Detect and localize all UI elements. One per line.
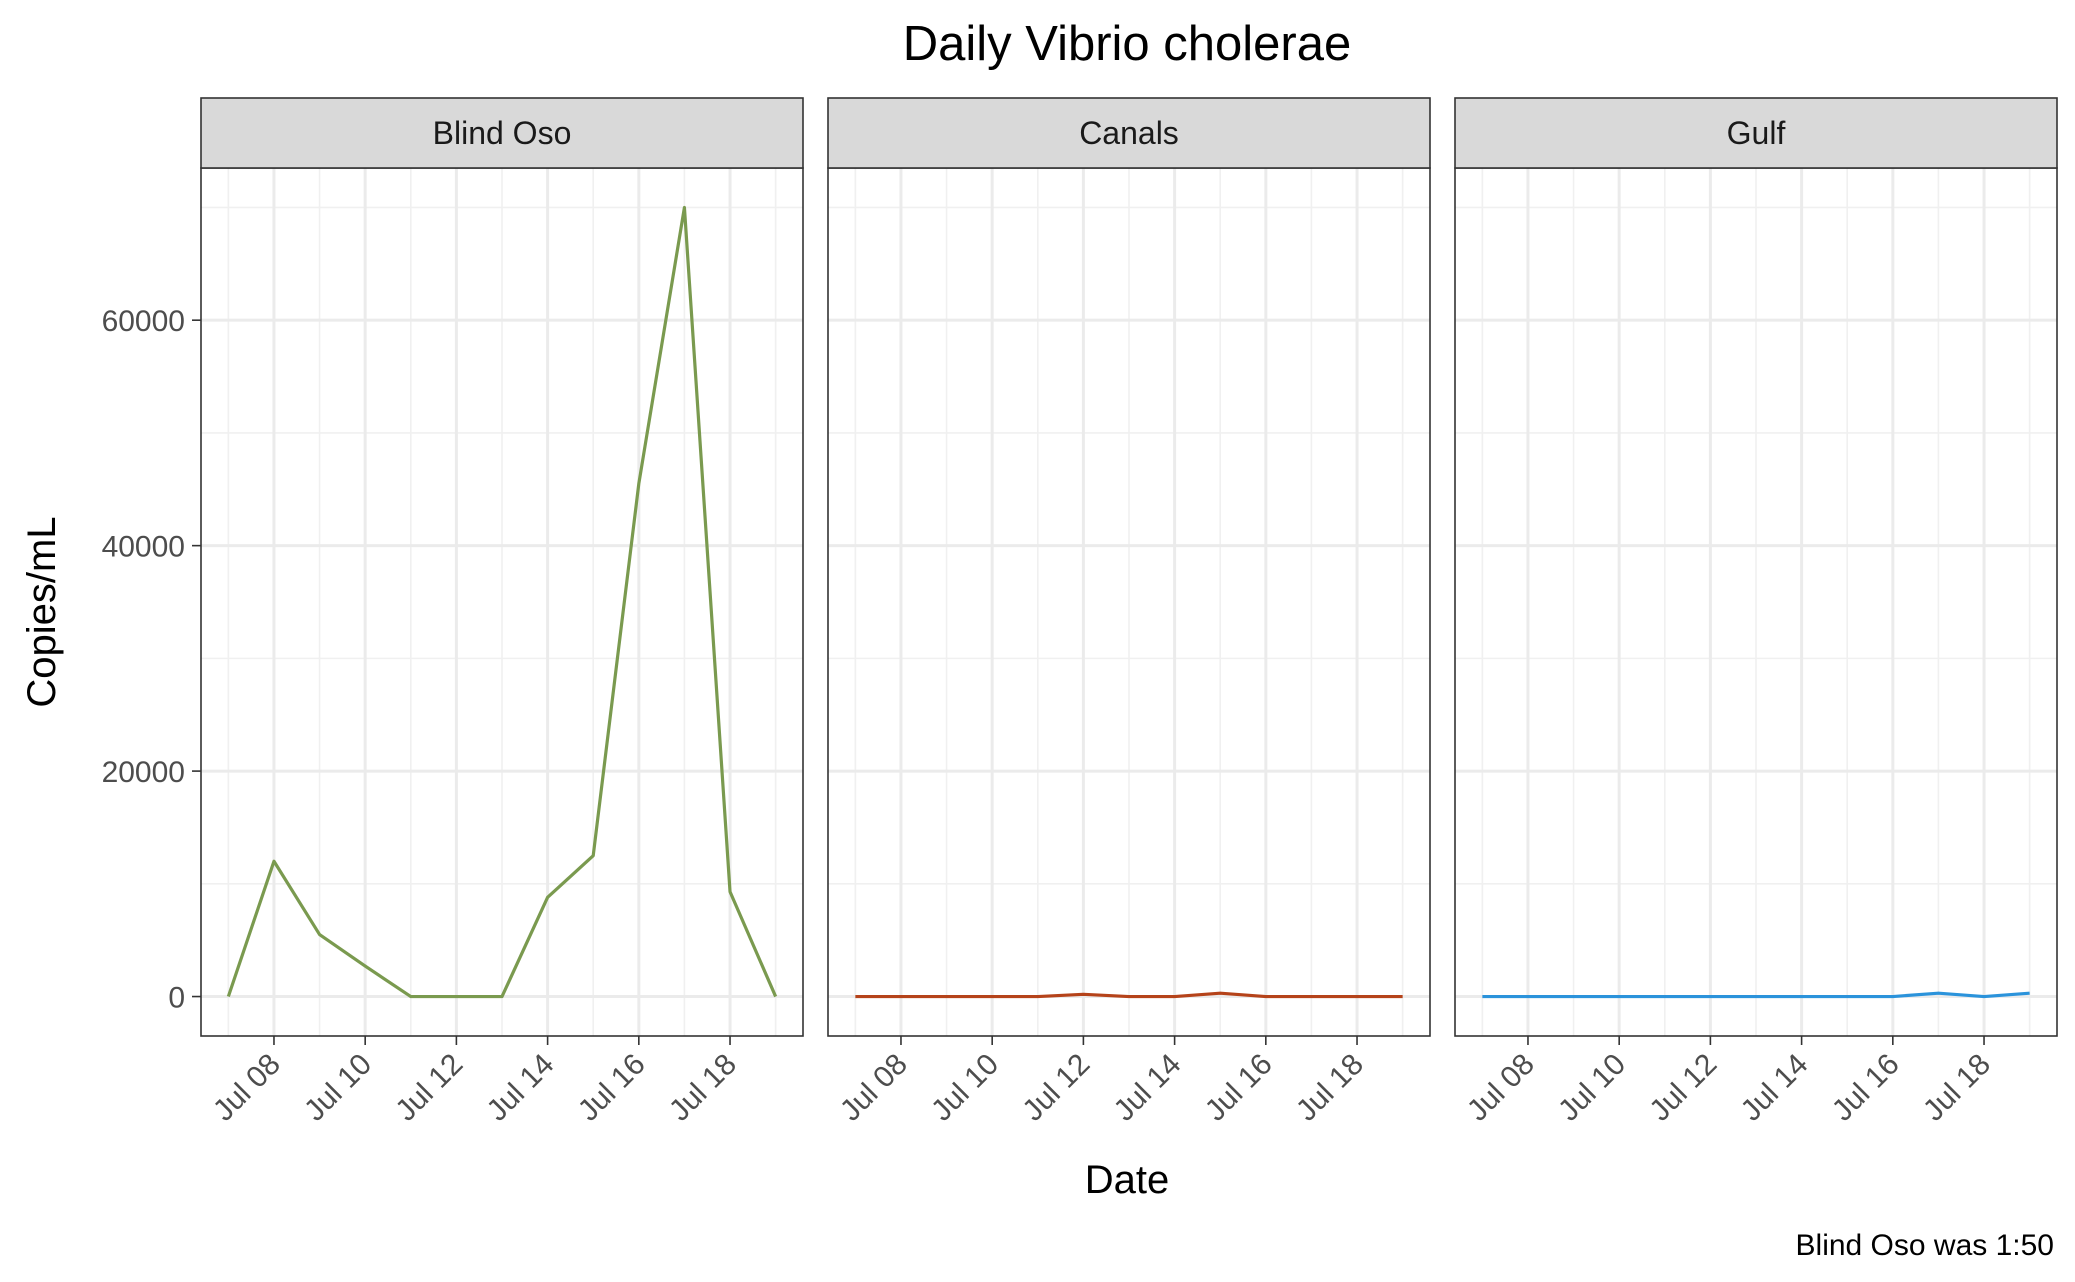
x-tick-label: Jul 16	[1199, 1048, 1279, 1128]
x-tick-label: Jul 08	[834, 1048, 914, 1128]
series-line	[226, 205, 778, 999]
series-line	[1482, 991, 2030, 999]
x-tick-label: Jul 16	[1826, 1048, 1906, 1128]
facet-strip	[827, 97, 1431, 169]
y-axis-title: Copies/mL	[20, 516, 64, 707]
x-tick-label: Jul 12	[1643, 1048, 1723, 1128]
x-tick-label: Jul 14	[1108, 1048, 1188, 1128]
x-tick-label: Jul 16	[572, 1048, 652, 1128]
y-tick-label: 40000	[102, 531, 185, 564]
y-tick-label: 0	[168, 982, 185, 1015]
x-tick-label: Jul 18	[1917, 1048, 1997, 1128]
chart-title: Daily Vibrio cholerae	[903, 17, 1352, 71]
x-tick-label: Jul 08	[1461, 1048, 1541, 1128]
chart-caption: Blind Oso was 1:50	[1796, 1229, 2054, 1262]
series-line	[855, 991, 1403, 999]
x-tick-label: Jul 12	[1016, 1048, 1096, 1128]
x-tick-label: Jul 18	[663, 1048, 743, 1128]
x-tick-label: Jul 18	[1290, 1048, 1370, 1128]
x-tick-label: Jul 10	[1552, 1048, 1632, 1128]
facet-strip	[200, 97, 804, 169]
x-tick-label: Jul 12	[389, 1048, 469, 1128]
x-axis-title: Date	[1085, 1158, 1170, 1202]
facet-strip-label: Gulf	[1727, 115, 1786, 151]
facet-strip	[1454, 97, 2058, 169]
facet-strip-label: Blind Oso	[433, 115, 572, 151]
x-tick-label: Jul 14	[1735, 1048, 1815, 1128]
facet-panel-blind-oso: Blind Oso Jul 08 Jul 10 Jul 12 Jul 14 Jul 16 J…	[102, 97, 804, 1128]
x-tick-label: Jul 14	[481, 1048, 561, 1128]
facet-strip-label: Canals	[1079, 115, 1179, 151]
y-tick-label: 60000	[102, 305, 185, 338]
facet-panel-canals: Canals Jul 08 Jul 10 Jul 12 Jul 14 Jul 16 Jul …	[827, 97, 1431, 1128]
x-tick-label: Jul 10	[925, 1048, 1005, 1128]
y-tick-label: 20000	[102, 756, 185, 789]
x-tick-label: Jul 10	[298, 1048, 378, 1128]
facet-panel-gulf: Gulf Jul 08 Jul 10 Jul 12 Jul 14 Jul 16 Jul 18	[1454, 97, 2058, 1128]
x-tick-label: Jul 08	[207, 1048, 287, 1128]
